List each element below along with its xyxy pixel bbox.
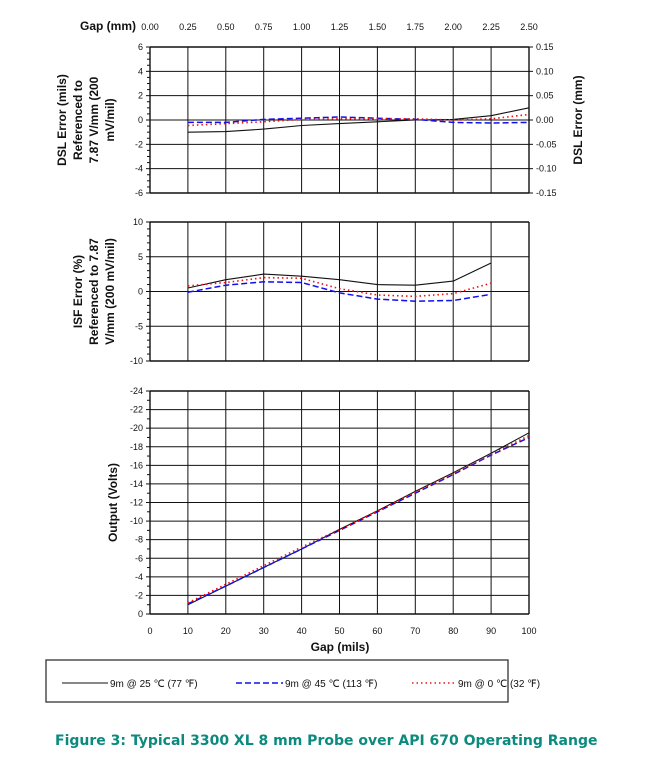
top-x-tick-label: 0.50 <box>217 22 235 32</box>
y-tick-label: -4 <box>135 164 143 174</box>
y-axis-title-line: Output (Volts) <box>106 463 120 542</box>
y-tick-label: 4 <box>138 66 143 76</box>
y-tick-label: -4 <box>135 572 143 582</box>
top-x-tick-label: 1.00 <box>293 22 311 32</box>
x-tick-label: 80 <box>448 626 458 636</box>
y-tick-label: -10 <box>130 356 143 366</box>
y-right-tick-label: -0.05 <box>536 139 557 149</box>
legend-label: 9m @ 0 ℃ (32 ℉) <box>458 679 540 690</box>
x-tick-label: 0 <box>147 626 152 636</box>
x-tick-label: 60 <box>372 626 382 636</box>
y-tick-label: -6 <box>135 553 143 563</box>
x-tick-label: 30 <box>259 626 269 636</box>
legend-label: 9m @ 25 ℃ (77 ℉) <box>110 679 198 690</box>
series-line-1 <box>187 436 530 605</box>
x-tick-label: 70 <box>410 626 420 636</box>
top-x-tick-label: 0.25 <box>179 22 197 32</box>
x-tick-label: 10 <box>183 626 193 636</box>
y-right-tick-label: 0.10 <box>536 66 554 76</box>
series-line-1 <box>187 281 492 302</box>
legend-label: 9m @ 45 ℃ (113 ℉) <box>285 679 377 690</box>
y-right-axis-title: DSL Error (mm) <box>571 75 585 164</box>
top-x-tick-label: 2.00 <box>444 22 462 32</box>
y-right-tick-label: -0.10 <box>536 164 557 174</box>
top-x-tick-label: 0.00 <box>141 22 159 32</box>
y-tick-label: -10 <box>130 516 143 526</box>
y-tick-label: -5 <box>135 321 143 331</box>
x-tick-label: 20 <box>221 626 231 636</box>
y-axis-title-line: DSL Error (mils) <box>55 74 69 166</box>
y-axis-title-line: Referenced to 7.87 <box>87 238 101 345</box>
y-tick-label: -12 <box>130 498 143 508</box>
y-tick-label: -18 <box>130 442 143 452</box>
y-axis-title-line: 7.87 V/mm (200 <box>87 76 101 163</box>
y-tick-label: -20 <box>130 423 143 433</box>
y-tick-label: 10 <box>133 217 143 227</box>
top-x-tick-label: 1.25 <box>331 22 349 32</box>
x-tick-label: 40 <box>297 626 307 636</box>
panel-dsl-error: 6 4 2 0 -2 -4 -6 0.15 0.10 0.05 0.00 -0.05 -0.10 -0.1… <box>55 19 585 198</box>
series-line-0 <box>187 262 492 289</box>
y-tick-label: -6 <box>135 188 143 198</box>
y-right-tick-label: 0.15 <box>536 42 554 52</box>
top-x-tick-label: 2.25 <box>482 22 500 32</box>
y-tick-label: 0 <box>138 115 143 125</box>
panel-isf-error: 10 5 0 -5 -10 ISF Error (%) Referenced to 7.87… <box>71 217 530 366</box>
x-axis-title: Gap (mils) <box>311 640 370 654</box>
y-tick-label: -2 <box>135 139 143 149</box>
y-right-tick-label: 0.00 <box>536 115 554 125</box>
y-tick-label: -14 <box>130 479 143 489</box>
top-x-tick-label: 1.50 <box>369 22 387 32</box>
y-axis-title-line: mV/mil) <box>103 98 117 141</box>
top-x-tick-label: 1.75 <box>407 22 425 32</box>
y-right-tick-label: -0.15 <box>536 188 557 198</box>
y-tick-label: 2 <box>138 91 143 101</box>
y-right-tick-label: 0.05 <box>536 91 554 101</box>
x-tick-label: 50 <box>334 626 344 636</box>
y-axis-title-line: Referenced to <box>71 80 85 160</box>
y-axis-title-line: V/mm (200 mV/mil) <box>103 238 117 345</box>
y-axis-title-line: ISF Error (%) <box>71 255 85 328</box>
series-line-2 <box>187 113 530 127</box>
y-tick-label: 0 <box>138 609 143 619</box>
panel-output: -24-22-20-18-16-14-12-10-8-6-4-200 10 20 30… <box>106 386 537 654</box>
y-tick-label: 5 <box>138 252 143 262</box>
top-x-axis-title: Gap (mm) <box>80 19 136 33</box>
y-tick-label: -8 <box>135 535 143 545</box>
x-tick-label: 90 <box>486 626 496 636</box>
series-line-2 <box>187 276 492 298</box>
x-tick-label: 100 <box>521 626 536 636</box>
top-x-tick-label: 2.50 <box>520 22 538 32</box>
series-line-1 <box>187 116 530 124</box>
y-tick-label: 6 <box>138 42 143 52</box>
series-line-0 <box>187 107 530 133</box>
y-tick-label: -22 <box>130 405 143 415</box>
figure-caption: Figure 3: Typical 3300 XL 8 mm Probe ove… <box>55 733 598 749</box>
series-line-2 <box>187 434 530 604</box>
y-tick-label: -24 <box>130 386 143 396</box>
legend: 9m @ 25 ℃ (77 ℉) 9m @ 45 ℃ (113 ℉) 9m @ 0 … <box>45 659 540 703</box>
top-x-tick-label: 0.75 <box>255 22 273 32</box>
y-tick-label: -2 <box>135 590 143 600</box>
y-tick-label: 0 <box>138 287 143 297</box>
y-tick-label: -16 <box>130 460 143 470</box>
legend-box <box>45 659 509 703</box>
